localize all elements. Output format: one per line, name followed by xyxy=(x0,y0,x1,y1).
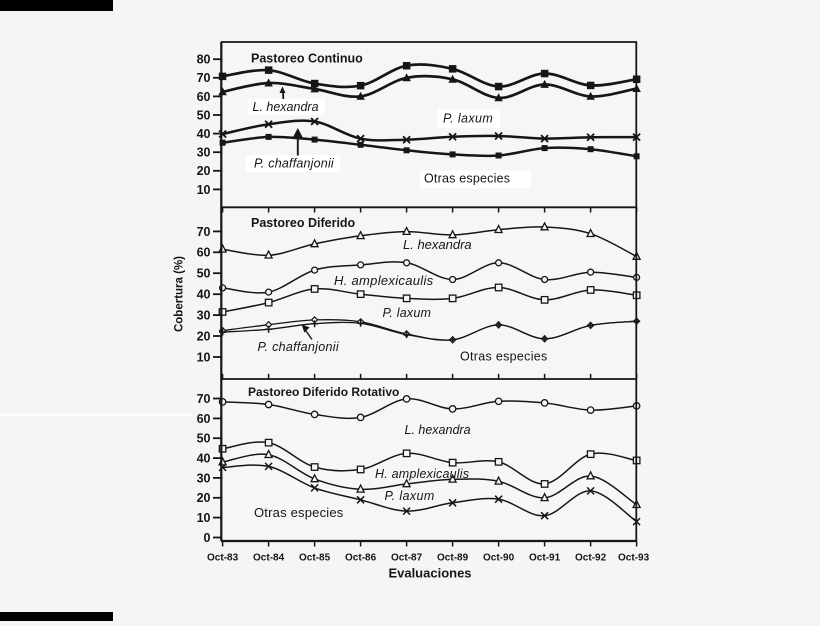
svg-text:40: 40 xyxy=(197,452,211,466)
svg-text:L. hexandra: L. hexandra xyxy=(405,423,471,437)
svg-text:Oct-85: Oct-85 xyxy=(299,553,331,564)
svg-text:H. amplexicaulis: H. amplexicaulis xyxy=(334,273,434,288)
svg-text:50: 50 xyxy=(197,108,211,122)
svg-text:Pastoreo Continuo: Pastoreo Continuo xyxy=(251,52,363,66)
svg-text:60: 60 xyxy=(197,246,211,260)
svg-text:Oct-92: Oct-92 xyxy=(575,553,607,564)
svg-text:Oct-90: Oct-90 xyxy=(483,553,515,564)
svg-text:Oct-93: Oct-93 xyxy=(618,553,650,564)
svg-text:Otras especies: Otras especies xyxy=(460,350,548,364)
svg-text:P. chaffanjonii: P. chaffanjonii xyxy=(254,157,335,171)
svg-text:P. laxum: P. laxum xyxy=(443,112,493,126)
svg-text:70: 70 xyxy=(197,225,211,239)
svg-text:Oct-83: Oct-83 xyxy=(207,553,239,564)
svg-text:Oct-89: Oct-89 xyxy=(437,553,469,564)
svg-text:40: 40 xyxy=(197,288,211,302)
svg-text:40: 40 xyxy=(197,127,211,141)
svg-text:L. hexandra: L. hexandra xyxy=(253,100,319,114)
svg-text:80: 80 xyxy=(197,53,211,67)
svg-text:0: 0 xyxy=(204,531,211,545)
svg-text:Cobertura (%): Cobertura (%) xyxy=(173,256,185,332)
svg-text:70: 70 xyxy=(197,392,211,406)
svg-text:10: 10 xyxy=(197,511,211,525)
svg-text:L. hexandra: L. hexandra xyxy=(403,237,472,252)
svg-text:50: 50 xyxy=(197,267,211,281)
svg-text:Oct-91: Oct-91 xyxy=(529,553,561,564)
svg-text:Oct-84: Oct-84 xyxy=(253,553,285,564)
svg-text:Oct-87: Oct-87 xyxy=(391,553,423,564)
svg-text:60: 60 xyxy=(197,412,211,426)
svg-text:P. laxum: P. laxum xyxy=(385,489,435,503)
svg-text:20: 20 xyxy=(197,329,211,343)
svg-text:10: 10 xyxy=(197,350,211,364)
svg-text:20: 20 xyxy=(197,491,211,505)
svg-text:30: 30 xyxy=(197,146,211,160)
svg-text:30: 30 xyxy=(197,309,211,323)
svg-text:20: 20 xyxy=(197,164,211,178)
svg-text:H. amplexicaulis: H. amplexicaulis xyxy=(375,467,469,481)
svg-text:Otras especies: Otras especies xyxy=(424,172,510,186)
svg-text:50: 50 xyxy=(197,432,211,446)
svg-text:30: 30 xyxy=(197,471,211,485)
svg-text:70: 70 xyxy=(197,71,211,85)
svg-text:Pastoreo Diferido Rotativo: Pastoreo Diferido Rotativo xyxy=(248,385,399,399)
svg-text:P. laxum: P. laxum xyxy=(383,306,432,320)
svg-text:Otras especies: Otras especies xyxy=(254,505,344,520)
svg-text:60: 60 xyxy=(197,90,211,104)
svg-text:Evaluaciones: Evaluaciones xyxy=(388,566,471,581)
svg-text:Oct-86: Oct-86 xyxy=(345,553,377,564)
svg-text:10: 10 xyxy=(197,183,211,197)
svg-text:Pastoreo Diferido: Pastoreo Diferido xyxy=(251,216,356,230)
svg-text:P. chaffanjonii: P. chaffanjonii xyxy=(258,340,340,354)
